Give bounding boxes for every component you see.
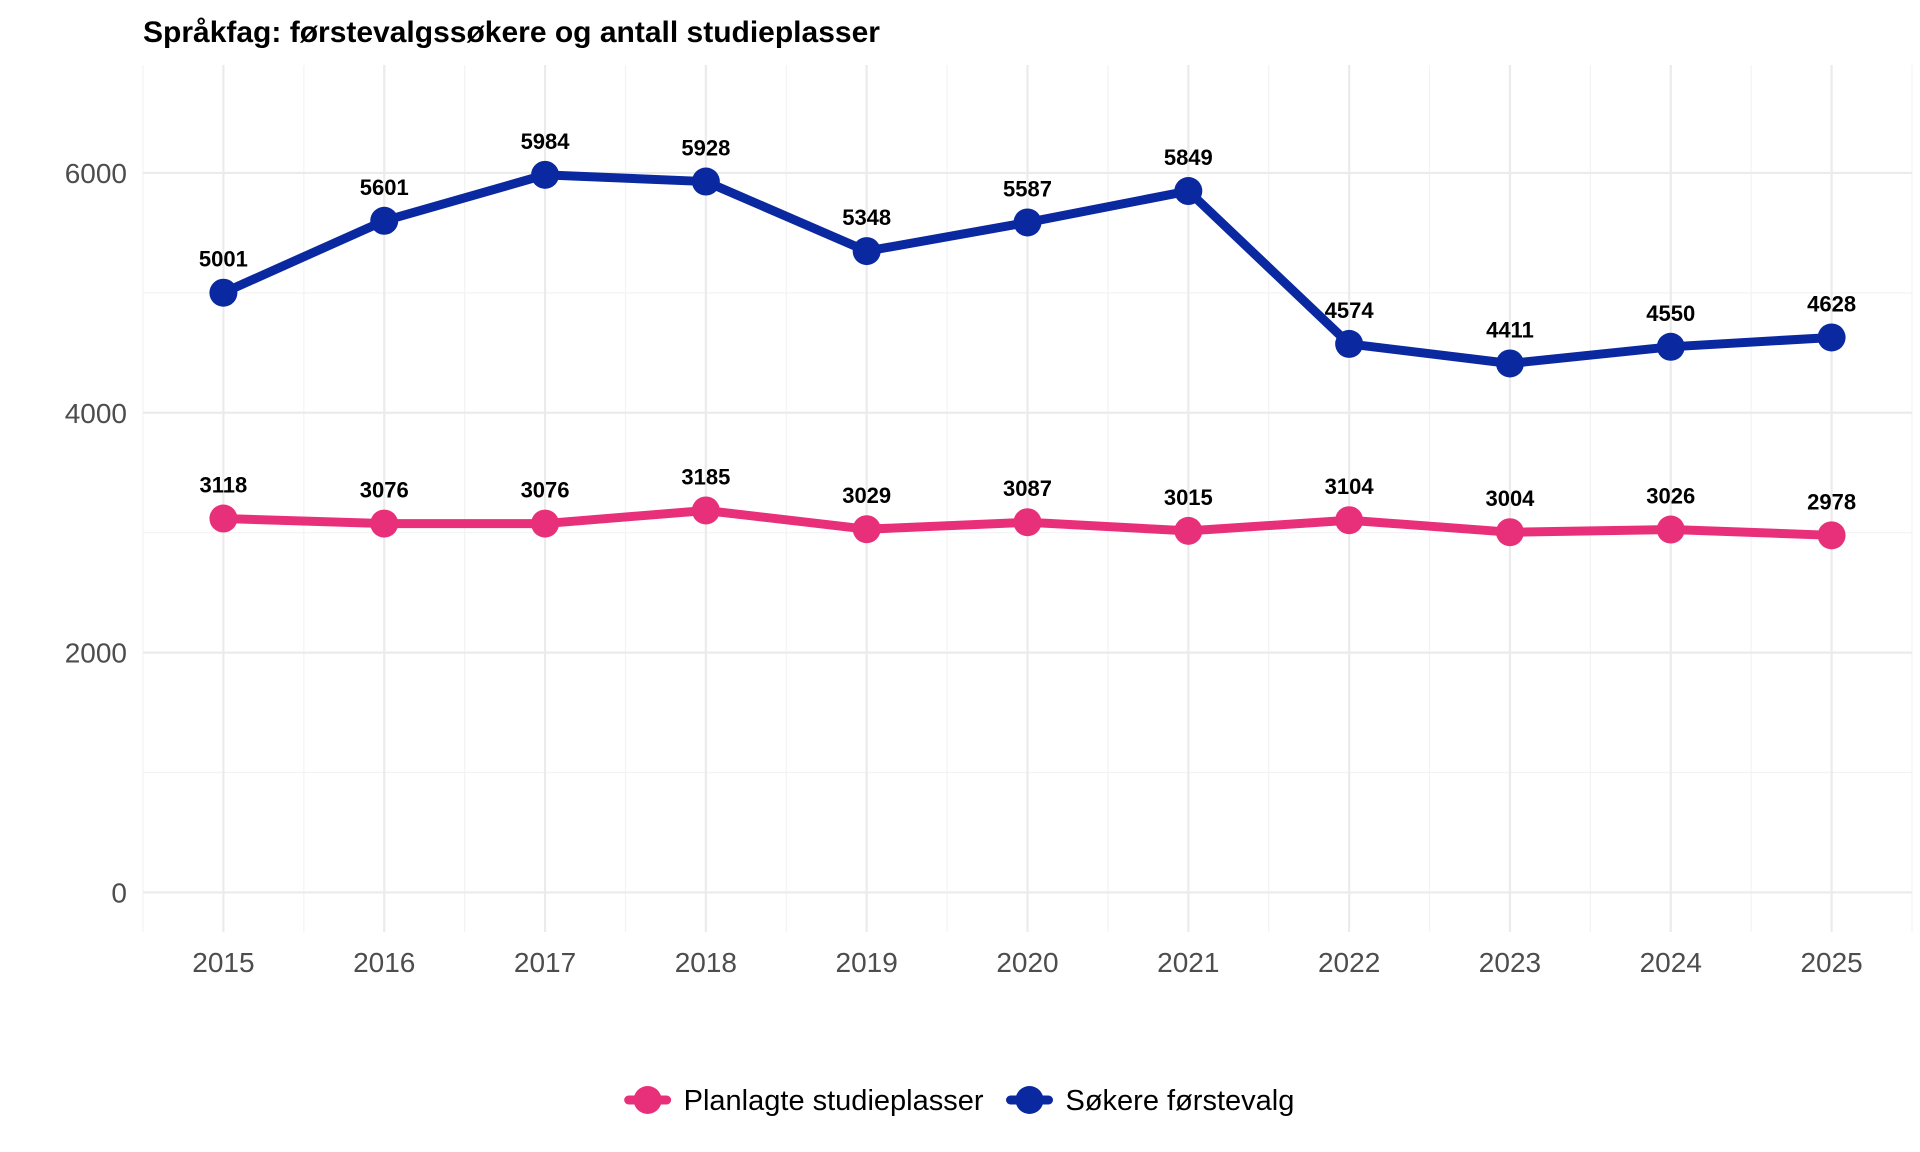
chart-title: Språkfag: førstevalgssøkere og antall st… <box>143 16 880 49</box>
data-point <box>1335 329 1364 358</box>
data-label: 2978 <box>1807 489 1856 514</box>
data-point <box>209 504 238 533</box>
series-points <box>209 160 1846 550</box>
data-labels: 3118 3076 3076 3185 3029 3087 3015 3104 3004 3026… <box>199 129 1856 514</box>
data-label: 4411 <box>1486 317 1534 342</box>
x-tick-label: 2015 <box>192 947 254 978</box>
data-point <box>370 206 399 235</box>
minor-grid <box>142 65 1913 932</box>
data-point <box>1495 349 1524 378</box>
data-point <box>852 237 881 266</box>
data-point <box>1656 332 1685 361</box>
data-point <box>1817 323 1846 352</box>
data-label: 3118 <box>200 473 248 498</box>
data-label: 5984 <box>521 129 571 154</box>
data-label: 3087 <box>1003 476 1052 501</box>
x-tick-label: 2019 <box>836 947 898 978</box>
data-label: 3076 <box>360 478 409 503</box>
legend-key-point <box>1015 1086 1044 1114</box>
data-label: 4574 <box>1325 298 1375 323</box>
data-label: 5928 <box>681 136 730 161</box>
x-tick-label: 2020 <box>996 947 1058 978</box>
data-label: 4628 <box>1807 291 1856 316</box>
data-point <box>1013 208 1042 237</box>
data-label: 3185 <box>681 464 730 489</box>
x-tick-label: 2018 <box>675 947 737 978</box>
data-point <box>852 515 881 544</box>
data-point <box>691 167 720 196</box>
x-tick-label: 2023 <box>1479 947 1541 978</box>
data-point <box>691 496 720 525</box>
data-point <box>1335 506 1364 535</box>
legend-item: Planlagte studieplasser <box>624 1085 984 1117</box>
data-label: 5001 <box>199 247 248 272</box>
data-point <box>1174 516 1203 545</box>
x-tick-label: 2017 <box>514 947 576 978</box>
y-tick-label: 6000 <box>65 158 127 189</box>
y-tick-label: 0 <box>111 877 127 908</box>
legend-item: Søkere førstevalg <box>1006 1085 1295 1117</box>
legend-label: Søkere førstevalg <box>1066 1085 1295 1117</box>
data-point <box>531 509 560 538</box>
x-tick-label: 2022 <box>1318 947 1380 978</box>
data-point <box>1656 515 1685 544</box>
legend-label: Planlagte studieplasser <box>684 1085 984 1117</box>
x-axis-tick-labels: 2015 2016 2017 2018 2019 2020 2021 2022 2023 2024… <box>192 947 1862 978</box>
legend-key-point <box>633 1086 662 1114</box>
legend: Planlagte studieplasser Søkere førstevalg <box>624 1085 1295 1117</box>
data-label: 3004 <box>1485 486 1535 511</box>
data-label: 4550 <box>1646 301 1695 326</box>
y-tick-label: 4000 <box>65 398 127 429</box>
x-tick-label: 2016 <box>353 947 415 978</box>
data-point <box>531 160 560 189</box>
x-tick-label: 2025 <box>1800 947 1862 978</box>
data-label: 3076 <box>521 478 570 503</box>
data-point <box>1495 518 1524 547</box>
x-tick-label: 2024 <box>1640 947 1702 978</box>
data-label: 5849 <box>1164 145 1213 170</box>
data-point <box>1817 521 1846 550</box>
y-tick-label: 2000 <box>65 638 127 669</box>
data-label: 5587 <box>1003 176 1052 201</box>
x-tick-label: 2021 <box>1157 947 1219 978</box>
data-label: 3026 <box>1646 484 1695 509</box>
data-label: 3104 <box>1325 474 1375 499</box>
data-point <box>1174 177 1203 206</box>
data-label: 5601 <box>360 175 409 200</box>
data-label: 3029 <box>842 483 891 508</box>
data-point <box>370 509 399 538</box>
data-label: 3015 <box>1164 485 1213 510</box>
y-axis-tick-labels: 0 2000 4000 6000 <box>65 158 127 909</box>
data-label: 5348 <box>842 205 891 230</box>
data-point <box>1013 508 1042 537</box>
data-point <box>209 278 238 307</box>
